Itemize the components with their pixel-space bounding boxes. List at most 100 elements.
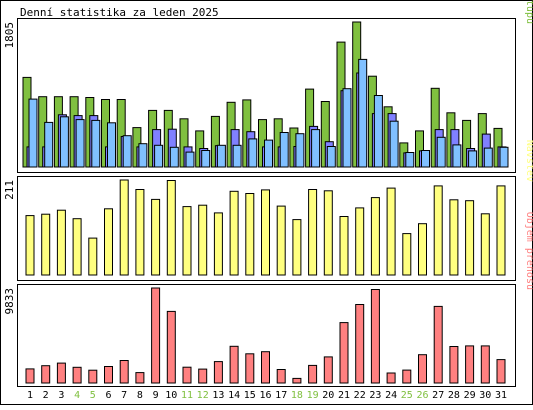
bar-kbytes-day-25 bbox=[402, 369, 412, 384]
x-tick-label-day-3: 3 bbox=[58, 390, 64, 401]
bar-visits-day-10 bbox=[166, 180, 176, 276]
bar-visits-day-3 bbox=[56, 209, 66, 276]
bar-visits-day-8 bbox=[135, 189, 145, 276]
bar-kbytes-day-5 bbox=[88, 369, 98, 384]
bar-pages-day-4 bbox=[75, 119, 85, 168]
x-tick-label-day-27: 27 bbox=[432, 390, 444, 401]
bar-pages-day-29 bbox=[468, 150, 478, 168]
x-tick-label-day-24: 24 bbox=[385, 390, 397, 401]
bar-visits-day-26 bbox=[418, 223, 427, 276]
bar-pages-day-15 bbox=[248, 138, 258, 168]
series-kbytes bbox=[25, 287, 506, 384]
bar-visits-day-6 bbox=[104, 208, 113, 276]
chart-panel-1: 1805 Stránek/Souborů/Přístupů bbox=[3, 0, 533, 173]
bar-visits-day-21 bbox=[339, 216, 349, 276]
bar-pages-day-31 bbox=[499, 146, 509, 168]
bar-pages-day-25 bbox=[405, 152, 415, 168]
x-tick-label-day-7: 7 bbox=[121, 390, 127, 401]
bar-kbytes-day-20 bbox=[323, 356, 333, 384]
x-tick-label-day-12: 12 bbox=[197, 390, 209, 401]
x-tick-label-day-6: 6 bbox=[105, 390, 111, 401]
bar-kbytes-day-26 bbox=[418, 354, 427, 384]
bar-pages-day-24 bbox=[389, 120, 399, 168]
bar-kbytes-day-17 bbox=[276, 369, 286, 384]
x-tick-label-day-13: 13 bbox=[212, 390, 224, 401]
bar-pages-day-26 bbox=[421, 150, 430, 168]
panel-legend: Stránek/Souborů/Přístupů bbox=[524, 0, 533, 24]
bar-kbytes-day-10 bbox=[166, 310, 176, 384]
bar-pages-day-9 bbox=[154, 144, 164, 168]
bar-pages-day-5 bbox=[91, 119, 101, 168]
x-tick-label-day-4: 4 bbox=[74, 390, 80, 401]
x-tick-label-day-22: 22 bbox=[354, 390, 366, 401]
chart-title: Denní statistika za leden 2025 bbox=[20, 6, 219, 19]
bar-kbytes-day-9 bbox=[151, 287, 161, 384]
x-tick-label-day-26: 26 bbox=[416, 390, 428, 401]
chart-panel-3: 9833 Objem přenosu bbox=[3, 212, 533, 387]
bar-visits-day-27 bbox=[433, 185, 443, 276]
x-tick-label-day-2: 2 bbox=[43, 390, 49, 401]
x-tick-label-day-19: 19 bbox=[307, 390, 319, 401]
x-tick-label-day-10: 10 bbox=[165, 390, 177, 401]
bar-kbytes-day-4 bbox=[72, 366, 82, 384]
bar-pages-day-11 bbox=[185, 151, 195, 168]
bar-pages-day-10 bbox=[169, 146, 179, 168]
bar-visits-day-11 bbox=[182, 206, 192, 276]
bar-visits-day-4 bbox=[72, 218, 82, 276]
bar-visits-day-23 bbox=[370, 197, 380, 276]
x-tick-label-day-23: 23 bbox=[369, 390, 381, 401]
bar-visits-day-9 bbox=[151, 198, 161, 276]
bar-visits-day-24 bbox=[386, 187, 396, 276]
bar-pages-day-7 bbox=[122, 135, 132, 168]
panel-legend: Objem přenosu bbox=[524, 212, 533, 290]
bar-kbytes-day-19 bbox=[308, 364, 318, 384]
bar-kbytes-day-31 bbox=[496, 359, 506, 384]
x-tick-label-day-14: 14 bbox=[228, 390, 240, 401]
bar-visits-day-29 bbox=[465, 200, 475, 276]
bar-visits-day-22 bbox=[355, 207, 365, 276]
x-tick-label-day-9: 9 bbox=[153, 390, 159, 401]
bar-kbytes-day-6 bbox=[104, 366, 113, 384]
bar-visits-day-20 bbox=[323, 190, 333, 276]
x-tick-label-day-30: 30 bbox=[479, 390, 491, 401]
bar-pages-day-21 bbox=[342, 88, 352, 168]
x-tick-label-day-31: 31 bbox=[495, 390, 507, 401]
chart-panels: 1805 Stránek/Souborů/Přístupů 211 Návštěv 98… bbox=[3, 0, 533, 387]
legend-entry: Objem přenosu bbox=[524, 212, 533, 290]
bar-pages-day-18 bbox=[295, 133, 305, 168]
bar-pages-day-22 bbox=[358, 58, 368, 168]
x-tick-label-day-25: 25 bbox=[401, 390, 413, 401]
bar-pages-day-28 bbox=[452, 144, 462, 168]
x-tick-label-day-20: 20 bbox=[322, 390, 334, 401]
bar-kbytes-day-14 bbox=[229, 345, 239, 384]
y-max-label: 1805 bbox=[3, 22, 16, 49]
x-tick-label-day-16: 16 bbox=[259, 390, 271, 401]
bar-kbytes-day-13 bbox=[213, 361, 223, 384]
bar-kbytes-day-2 bbox=[41, 365, 51, 384]
bar-pages-day-8 bbox=[138, 143, 148, 168]
bar-kbytes-day-8 bbox=[135, 372, 145, 384]
bar-visits-day-7 bbox=[119, 179, 129, 276]
bar-visits-day-17 bbox=[276, 205, 286, 276]
bar-kbytes-day-3 bbox=[56, 362, 66, 384]
panel-legend: Návštěv bbox=[524, 140, 533, 182]
chart-panel-2: 211 Návštěv bbox=[3, 140, 533, 281]
bar-kbytes-day-1 bbox=[25, 368, 35, 384]
x-tick-label-day-17: 17 bbox=[275, 390, 287, 401]
bar-kbytes-day-22 bbox=[355, 304, 365, 384]
y-max-label: 211 bbox=[3, 180, 16, 200]
x-tick-label-day-18: 18 bbox=[291, 390, 303, 401]
bar-visits-day-31 bbox=[496, 185, 506, 276]
bar-kbytes-day-15 bbox=[245, 353, 255, 384]
bar-visits-day-15 bbox=[245, 193, 255, 276]
bar-kbytes-day-23 bbox=[370, 289, 380, 384]
bar-kbytes-day-16 bbox=[261, 351, 270, 384]
x-tick-label-day-11: 11 bbox=[181, 390, 193, 401]
x-tick-label-day-15: 15 bbox=[244, 390, 256, 401]
bar-visits-day-12 bbox=[198, 204, 208, 276]
y-max-label: 9833 bbox=[3, 288, 16, 315]
bar-kbytes-day-7 bbox=[119, 360, 129, 384]
bar-kbytes-day-29 bbox=[465, 345, 475, 384]
